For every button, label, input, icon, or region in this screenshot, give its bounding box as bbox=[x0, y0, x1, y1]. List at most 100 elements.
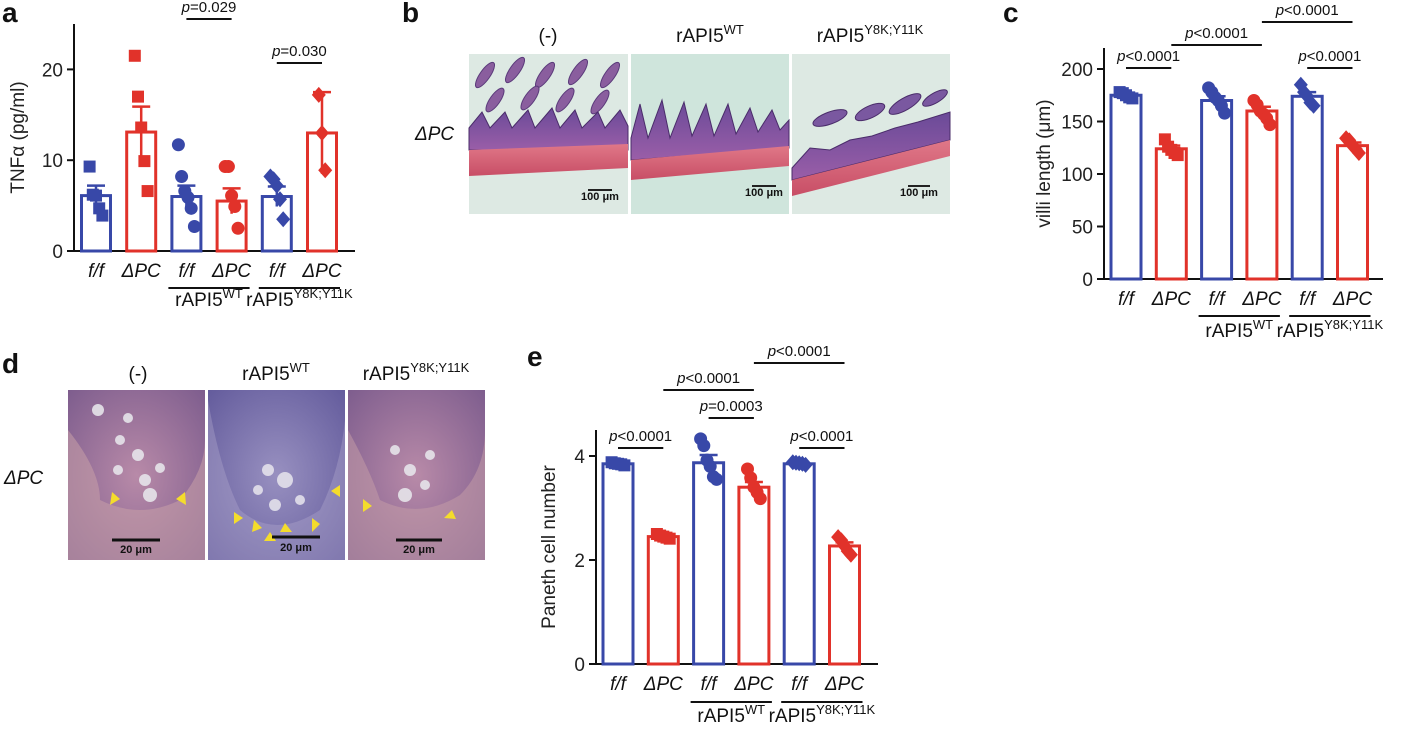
data-point bbox=[1263, 118, 1277, 132]
p-value: <0.0001 bbox=[1193, 25, 1248, 42]
y-tick-label: 100 bbox=[1061, 165, 1093, 186]
data-point bbox=[221, 160, 235, 174]
x-tick-label: ΔPC bbox=[1241, 289, 1281, 310]
x-tick-label: f/f bbox=[1209, 289, 1227, 310]
bar bbox=[1154, 147, 1188, 281]
p-value: <0.0001 bbox=[776, 343, 831, 360]
y-tick-label: 20 bbox=[42, 60, 63, 81]
micrograph-d1: 20 μm bbox=[68, 390, 205, 560]
y-tick-label: 50 bbox=[1072, 218, 1093, 239]
bar bbox=[646, 535, 680, 666]
p-value-label: p<0.0001 bbox=[1184, 25, 1248, 42]
image-header-b2: rAPI5WT bbox=[676, 22, 744, 47]
group-label: rAPI5WT bbox=[697, 702, 765, 727]
p-value-label: p<0.0001 bbox=[608, 428, 672, 445]
x-tick-label: ΔPC bbox=[643, 674, 683, 695]
image-header-b3: rAPI5Y8K;Y11K bbox=[817, 22, 924, 47]
data-point bbox=[128, 49, 141, 62]
p-value-label: p<0.0001 bbox=[1116, 48, 1180, 65]
p-value-label: p<0.0001 bbox=[789, 428, 853, 445]
chart-e-paneth-count: 0 2 4 Paneth cell number f/f ΔPC f/f ΔPC f/f ΔPC r… bbox=[539, 343, 878, 727]
p-symbol: p bbox=[1297, 48, 1306, 65]
bar bbox=[1336, 144, 1369, 281]
p-value: =0.029 bbox=[190, 0, 236, 16]
scale-bar-label-d2: 20 μm bbox=[280, 542, 312, 554]
data-point bbox=[171, 138, 185, 152]
micrograph-d2: 20 μm bbox=[208, 390, 345, 560]
x-tick-label: ΔPC bbox=[121, 261, 161, 282]
data-point bbox=[184, 201, 198, 215]
group-label-sup: WT bbox=[1253, 317, 1273, 332]
panel-b-histology: (-) rAPI5WT rAPI5Y8K;Y11K ΔPC 100 μm bbox=[414, 22, 951, 214]
x-tick-label: f/f bbox=[178, 261, 196, 282]
data-point bbox=[181, 190, 195, 204]
data-point bbox=[175, 170, 189, 184]
p-symbol: p bbox=[1116, 48, 1125, 65]
x-tick-label: ΔPC bbox=[1151, 289, 1191, 310]
data-point bbox=[273, 191, 287, 208]
p-value-label: p<0.0001 bbox=[1275, 2, 1339, 19]
p-value-label: p<0.0001 bbox=[676, 370, 740, 387]
x-tick-label: ΔPC bbox=[824, 674, 864, 695]
micrograph-d3: 20 μm bbox=[348, 390, 485, 560]
panel-letter-e: e bbox=[527, 341, 543, 372]
group-label-sup: Y8K;Y11K bbox=[1324, 317, 1383, 332]
data-point bbox=[798, 456, 813, 473]
data-point bbox=[135, 121, 148, 134]
p-value: =0.030 bbox=[280, 43, 326, 60]
scale-bar-label-b1: 100 μm bbox=[581, 191, 619, 203]
bar bbox=[1109, 93, 1143, 281]
p-value: <0.0001 bbox=[1284, 2, 1339, 19]
y-tick-label: 0 bbox=[1082, 270, 1093, 291]
data-point bbox=[228, 200, 242, 214]
data-point bbox=[1351, 145, 1366, 161]
panel-letter-c: c bbox=[1003, 0, 1019, 28]
data-point bbox=[90, 189, 102, 202]
p-value: <0.0001 bbox=[799, 428, 854, 445]
group-label-sup: Y8K;Y11K bbox=[816, 702, 875, 717]
x-tick-label: f/f bbox=[701, 674, 719, 695]
y-axis-label: Paneth cell number bbox=[539, 464, 560, 628]
p-symbol: p bbox=[181, 0, 190, 16]
data-point bbox=[138, 155, 151, 168]
p-value: <0.0001 bbox=[618, 428, 673, 445]
group-label: rAPI5WT bbox=[1205, 317, 1273, 342]
data-point bbox=[318, 162, 333, 179]
x-tick-label: f/f bbox=[269, 261, 287, 282]
row-label-d: ΔPC bbox=[3, 468, 43, 489]
panel-letter-a: a bbox=[2, 0, 18, 28]
p-symbol: p bbox=[271, 43, 280, 60]
y-tick-label: 150 bbox=[1061, 113, 1093, 134]
bar bbox=[1245, 109, 1279, 281]
y-tick-label: 0 bbox=[574, 655, 585, 676]
p-symbol: p bbox=[1275, 2, 1284, 19]
group-label-base: rAPI5 bbox=[175, 290, 223, 311]
bar bbox=[737, 485, 771, 666]
p-value: <0.0001 bbox=[1126, 48, 1181, 65]
data-point bbox=[1126, 92, 1139, 105]
group-label-base: rAPI5 bbox=[697, 706, 745, 727]
data-point bbox=[1218, 106, 1232, 120]
y-tick-label: 0 bbox=[52, 242, 63, 263]
p-value-label: p=0.0003 bbox=[699, 398, 763, 415]
bar bbox=[1200, 99, 1234, 281]
data-point bbox=[231, 221, 245, 235]
group-label-base: rAPI5 bbox=[246, 290, 294, 311]
y-axis-label: villi length (μm) bbox=[1034, 99, 1055, 227]
p-value-label: p=0.030 bbox=[271, 43, 327, 60]
group-label-sup: WT bbox=[745, 702, 765, 717]
p-value-label: p=0.029 bbox=[181, 0, 237, 16]
data-point bbox=[710, 472, 724, 486]
micrograph-b1: 100 μm bbox=[468, 54, 629, 214]
y-axis-label: TNFα (pg/ml) bbox=[8, 81, 29, 193]
bar bbox=[782, 462, 816, 666]
group-label-base: rAPI5 bbox=[1277, 321, 1325, 342]
p-symbol: p bbox=[789, 428, 798, 445]
row-label-b: ΔPC bbox=[414, 124, 454, 145]
x-tick-label: f/f bbox=[791, 674, 809, 695]
image-header-b1: (-) bbox=[539, 26, 558, 47]
p-value-label: p<0.0001 bbox=[1297, 48, 1361, 65]
x-tick-label: f/f bbox=[1299, 289, 1317, 310]
x-tick-label: ΔPC bbox=[1332, 289, 1372, 310]
data-point bbox=[269, 177, 284, 194]
